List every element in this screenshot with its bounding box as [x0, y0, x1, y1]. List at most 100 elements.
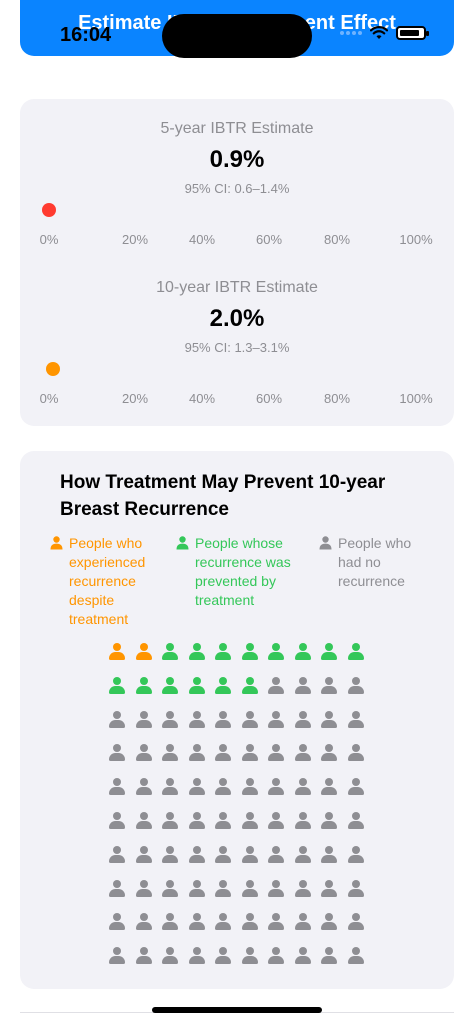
person-icon: [241, 778, 259, 796]
estimate-5yr-value: 0.9%: [209, 146, 265, 173]
estimate-10yr-ci: 95% CI: 1.3–3.1%: [184, 340, 290, 355]
person-icon: [294, 879, 312, 898]
person-icon: [320, 643, 338, 661]
person-icon: [135, 643, 153, 661]
person-icon: [161, 710, 179, 729]
person-icon: [214, 879, 232, 898]
person-icon: [320, 947, 338, 965]
person-icon: [294, 845, 312, 864]
person-icon: [320, 676, 338, 695]
treatment-title: How Treatment May Prevent 10-year Breast…: [60, 472, 386, 520]
person-icon: [161, 778, 179, 796]
axis-tick-label: 60%: [255, 232, 283, 247]
person-icon: [241, 643, 259, 661]
person-icon: [267, 676, 285, 695]
person-icon: [294, 744, 312, 762]
person-icon: [108, 947, 126, 965]
person-icon: [241, 947, 259, 965]
estimate-10yr-marker: [46, 362, 60, 376]
estimate-10yr-value: 2.0%: [209, 305, 265, 332]
legend-recurred-text: People who experienced recurrence despit…: [69, 535, 146, 627]
person-icon: [320, 845, 338, 864]
person-icon: [50, 536, 63, 550]
person-icon: [347, 710, 365, 729]
person-icon: [320, 710, 338, 729]
person-icon: [267, 710, 285, 729]
axis-tick-label: 100%: [399, 232, 433, 247]
person-icon: [161, 643, 179, 661]
person-icon: [241, 744, 259, 762]
person-icon: [267, 947, 285, 965]
person-icon: [214, 676, 232, 695]
person-icon: [161, 812, 179, 830]
axis-tick-label: 80%: [323, 232, 351, 247]
person-icon: [188, 710, 206, 729]
home-indicator: [152, 1007, 322, 1013]
person-icon: [214, 778, 232, 796]
ibtr-estimates-card: 5-year IBTR Estimate 0.9% 95% CI: 0.6–1.…: [20, 99, 454, 426]
person-icon: [320, 812, 338, 830]
axis-tick-label: 0%: [39, 391, 59, 406]
person-icon: [108, 879, 126, 898]
person-icon: [161, 913, 179, 931]
person-icon: [347, 778, 365, 796]
axis-tick-label: 40%: [188, 232, 216, 247]
status-icons: [340, 26, 429, 40]
person-icon: [267, 643, 285, 661]
person-icon: [241, 913, 259, 931]
person-icon: [294, 913, 312, 931]
person-icon: [347, 643, 365, 661]
person-icon: [267, 913, 285, 931]
estimate-5yr-ci: 95% CI: 0.6–1.4%: [184, 181, 290, 196]
person-icon: [188, 812, 206, 830]
person-icon: [294, 778, 312, 796]
axis-tick-label: 20%: [121, 232, 149, 247]
person-icon: [214, 812, 232, 830]
person-icon: [108, 744, 126, 762]
person-icon: [135, 879, 153, 898]
person-icon: [214, 710, 232, 729]
person-icon: [241, 845, 259, 864]
person-icon: [214, 845, 232, 864]
estimate-10yr-label: 10-year IBTR Estimate: [156, 279, 318, 296]
person-icon: [108, 710, 126, 729]
person-icon: [135, 845, 153, 864]
legend-recurred: People who experienced recurrence despit…: [50, 534, 170, 629]
person-icon: [188, 778, 206, 796]
person-icon: [108, 845, 126, 864]
legend-prevented: People whose recurrence was prevented by…: [176, 534, 316, 610]
person-icon: [135, 947, 153, 965]
person-icon: [135, 710, 153, 729]
person-icon: [135, 676, 153, 695]
person-icon: [214, 947, 232, 965]
person-icon: [267, 778, 285, 796]
person-icon: [214, 913, 232, 931]
legend-prevented-text: People whose recurrence was prevented by…: [195, 535, 291, 608]
person-icon: [347, 947, 365, 965]
axis-tick-label: 0%: [39, 232, 59, 247]
person-icon: [294, 676, 312, 695]
legend-no-recurrence: People who had no recurrence: [319, 534, 429, 591]
person-icon: [241, 812, 259, 830]
legend-no-recurrence-text: People who had no recurrence: [338, 535, 412, 589]
person-icon: [347, 744, 365, 762]
battery-icon: [396, 26, 429, 40]
person-icon: [347, 676, 365, 695]
person-icon: [294, 812, 312, 830]
person-icon: [320, 778, 338, 796]
person-icon: [161, 879, 179, 898]
person-icon: [294, 947, 312, 965]
person-icon: [188, 879, 206, 898]
person-icon: [267, 812, 285, 830]
person-icon: [241, 676, 259, 695]
estimate-5yr-marker: [42, 203, 56, 217]
person-icon: [214, 744, 232, 762]
person-icon: [320, 744, 338, 762]
person-icon: [347, 913, 365, 931]
person-icon: [320, 913, 338, 931]
icon-array-grid: [108, 643, 368, 973]
status-time: 16:04: [60, 24, 112, 46]
person-icon: [161, 845, 179, 864]
axis-tick-label: 20%: [121, 391, 149, 406]
